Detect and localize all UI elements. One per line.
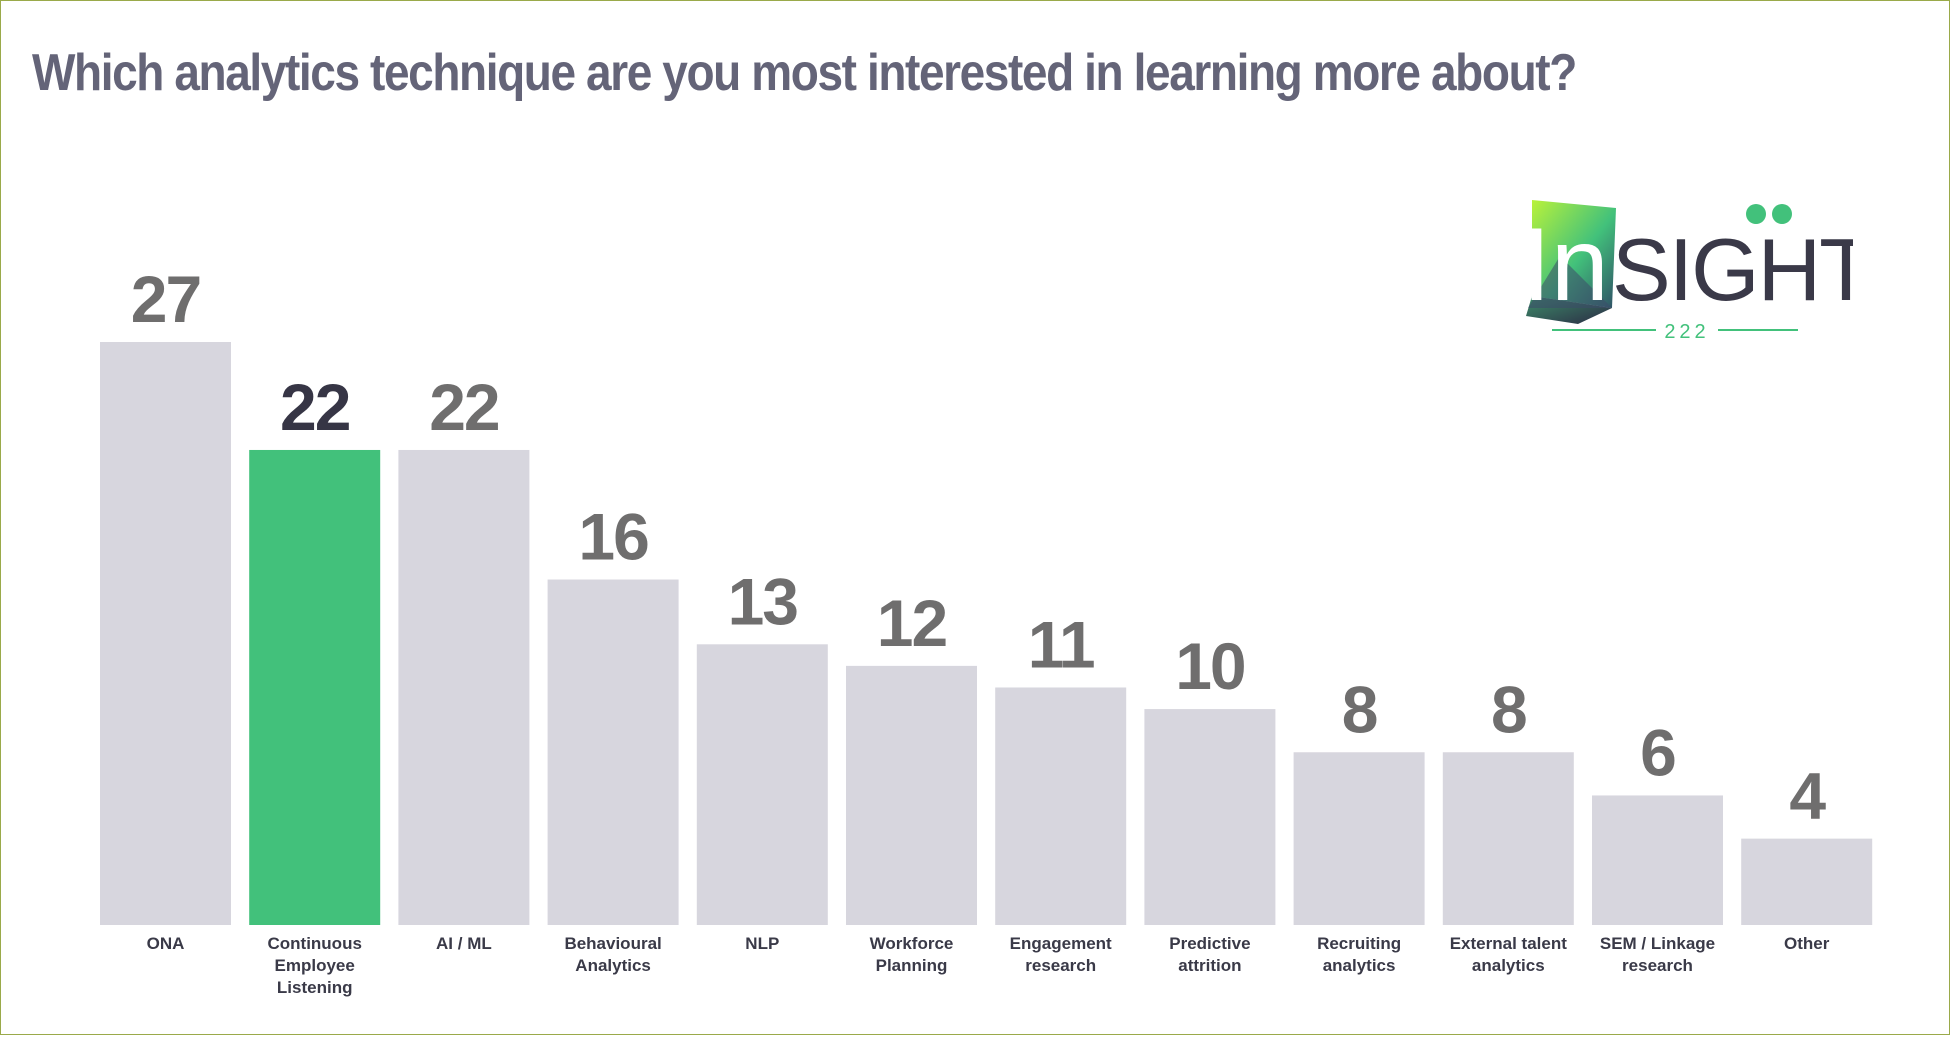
category-label-9: External talent analytics — [1450, 934, 1567, 975]
value-label-9: 8 — [1491, 672, 1526, 746]
logo-dot-left — [1746, 204, 1766, 224]
value-label-4: 13 — [728, 564, 798, 638]
bar-7 — [1144, 709, 1276, 925]
value-label-8: 8 — [1342, 672, 1377, 746]
category-label-0: ONA — [147, 934, 185, 953]
logo-text-in: In — [1522, 207, 1609, 323]
bar-1 — [249, 449, 381, 925]
logo-dot-right — [1772, 204, 1792, 224]
bar-6 — [995, 687, 1127, 925]
category-label-5: Workforce Planning — [870, 934, 954, 975]
value-label-1: 22 — [280, 370, 350, 444]
value-label-2: 22 — [429, 370, 499, 444]
category-label-7: Predictive attrition — [1169, 934, 1250, 975]
bar-4 — [696, 644, 828, 925]
logo-shape-facet — [1528, 256, 1612, 308]
bar-3 — [547, 579, 679, 925]
insight-222-logo: In SIGHT 222 — [1522, 200, 1853, 343]
value-label-6: 11 — [1028, 607, 1094, 681]
category-label-10: SEM / Linkage research — [1600, 934, 1715, 975]
bar-10 — [1592, 795, 1723, 925]
category-label-2: AI / ML — [436, 934, 492, 953]
bar-8 — [1293, 752, 1425, 925]
value-label-3: 16 — [578, 500, 648, 574]
value-label-10: 6 — [1640, 715, 1675, 789]
value-label-0: 27 — [131, 262, 200, 336]
logo-subtext: 222 — [1664, 321, 1709, 343]
bar-9 — [1442, 752, 1574, 925]
page-title: Which analytics technique are you most i… — [32, 43, 1577, 102]
category-label-11: Other — [1784, 934, 1830, 953]
bar-11 — [1741, 838, 1873, 925]
category-label-4: NLP — [745, 934, 779, 953]
bar-5 — [846, 665, 977, 925]
category-label-1: Continuous Employee Listening — [267, 934, 361, 997]
category-label-3: Behavioural Analytics — [564, 934, 661, 975]
bar-2 — [398, 449, 530, 925]
value-label-5: 12 — [877, 586, 947, 660]
value-label-7: 10 — [1175, 629, 1244, 703]
category-label-8: Recruiting analytics — [1317, 934, 1401, 975]
bar-0 — [100, 342, 231, 925]
category-label-6: Engagement research — [1010, 934, 1112, 975]
value-label-11: 4 — [1789, 759, 1826, 833]
logo-text-sight: SIGHT — [1612, 220, 1853, 319]
